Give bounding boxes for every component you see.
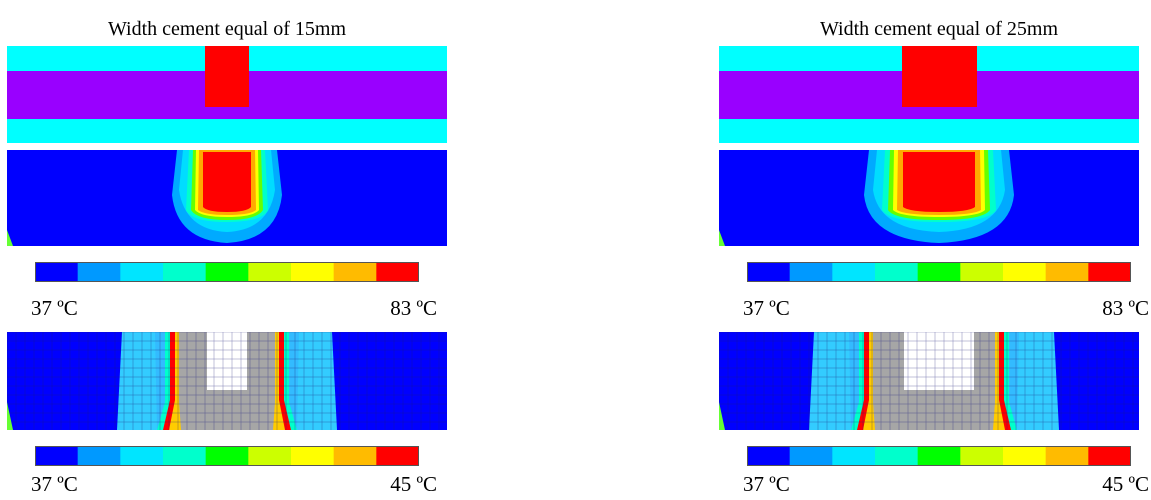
color-scale-bar xyxy=(35,446,419,466)
scale-color-cell xyxy=(248,446,292,466)
scale-color-cell xyxy=(747,262,791,282)
color-scale-bar xyxy=(35,262,419,282)
scale-min-label: 37 ºC xyxy=(31,296,78,320)
scale-color-cell xyxy=(120,262,164,282)
contour-core xyxy=(203,152,251,212)
scale-color-cell xyxy=(875,446,919,466)
scale-color-cell xyxy=(960,262,1004,282)
scale-color-cell xyxy=(248,262,292,282)
color-scale-bar xyxy=(747,446,1131,466)
scale-color-cell xyxy=(205,446,249,466)
scale-color-cell xyxy=(960,446,1004,466)
scale-color-cell xyxy=(1088,446,1131,466)
corner-mark xyxy=(7,402,13,430)
scale-color-cell xyxy=(1003,262,1047,282)
scale-color-cell xyxy=(77,446,121,466)
scale-color-cell xyxy=(77,262,121,282)
right-panel: Width cement equal of 25mm 37 ºC 83 ºC xyxy=(719,0,1151,500)
scale-color-cell xyxy=(1045,446,1089,466)
corner-mark xyxy=(7,230,13,246)
scale-color-cell xyxy=(832,446,876,466)
scale-color-cell xyxy=(163,446,207,466)
scale-color-cell xyxy=(875,262,919,282)
cement-cavity xyxy=(207,332,247,390)
temperature-contour-diagram xyxy=(7,150,447,246)
material-layers-diagram xyxy=(719,46,1139,143)
scale-color-cell xyxy=(917,262,961,282)
mesh-temperature-diagram xyxy=(7,332,447,430)
cement-cavity xyxy=(904,332,974,390)
scale-color-cell xyxy=(376,446,419,466)
scale-color-cell xyxy=(1088,262,1131,282)
scale-min-label: 37 ºC xyxy=(743,472,790,496)
panel-title: Width cement equal of 25mm xyxy=(819,18,1059,40)
scale-color-cell xyxy=(120,446,164,466)
scale-color-cell xyxy=(35,446,79,466)
scale-color-cell xyxy=(291,262,335,282)
scale-min-label: 37 ºC xyxy=(31,472,78,496)
scale-min-label: 37 ºC xyxy=(743,296,790,320)
scale-color-cell xyxy=(789,446,833,466)
scale-max-label: 83 ºC xyxy=(1102,296,1149,320)
color-scale-bar xyxy=(747,262,1131,282)
scale-max-label: 83 ºC xyxy=(390,296,437,320)
scale-color-cell xyxy=(376,262,419,282)
scale-color-cell xyxy=(1003,446,1047,466)
material-layers-diagram xyxy=(7,46,447,143)
cement-block xyxy=(205,46,249,107)
scale-color-cell xyxy=(747,446,791,466)
corner-mark xyxy=(719,402,725,430)
left-panel: Width cement equal of 15mm 37 ºC 83 ºC xyxy=(7,0,447,500)
scale-color-cell xyxy=(333,446,377,466)
contour-core xyxy=(903,152,975,212)
cement-block xyxy=(902,46,977,107)
scale-color-cell xyxy=(205,262,249,282)
panel-title: Width cement equal of 15mm xyxy=(107,18,347,40)
scale-max-label: 45 ºC xyxy=(1102,472,1149,496)
scale-max-label: 45 ºC xyxy=(390,472,437,496)
scale-color-cell xyxy=(917,446,961,466)
temperature-contour-diagram xyxy=(719,150,1139,246)
scale-color-cell xyxy=(832,262,876,282)
scale-color-cell xyxy=(291,446,335,466)
corner-mark xyxy=(719,230,725,246)
scale-color-cell xyxy=(163,262,207,282)
mesh-temperature-diagram xyxy=(719,332,1139,430)
scale-color-cell xyxy=(35,262,79,282)
scale-color-cell xyxy=(1045,262,1089,282)
scale-color-cell xyxy=(333,262,377,282)
scale-color-cell xyxy=(789,262,833,282)
